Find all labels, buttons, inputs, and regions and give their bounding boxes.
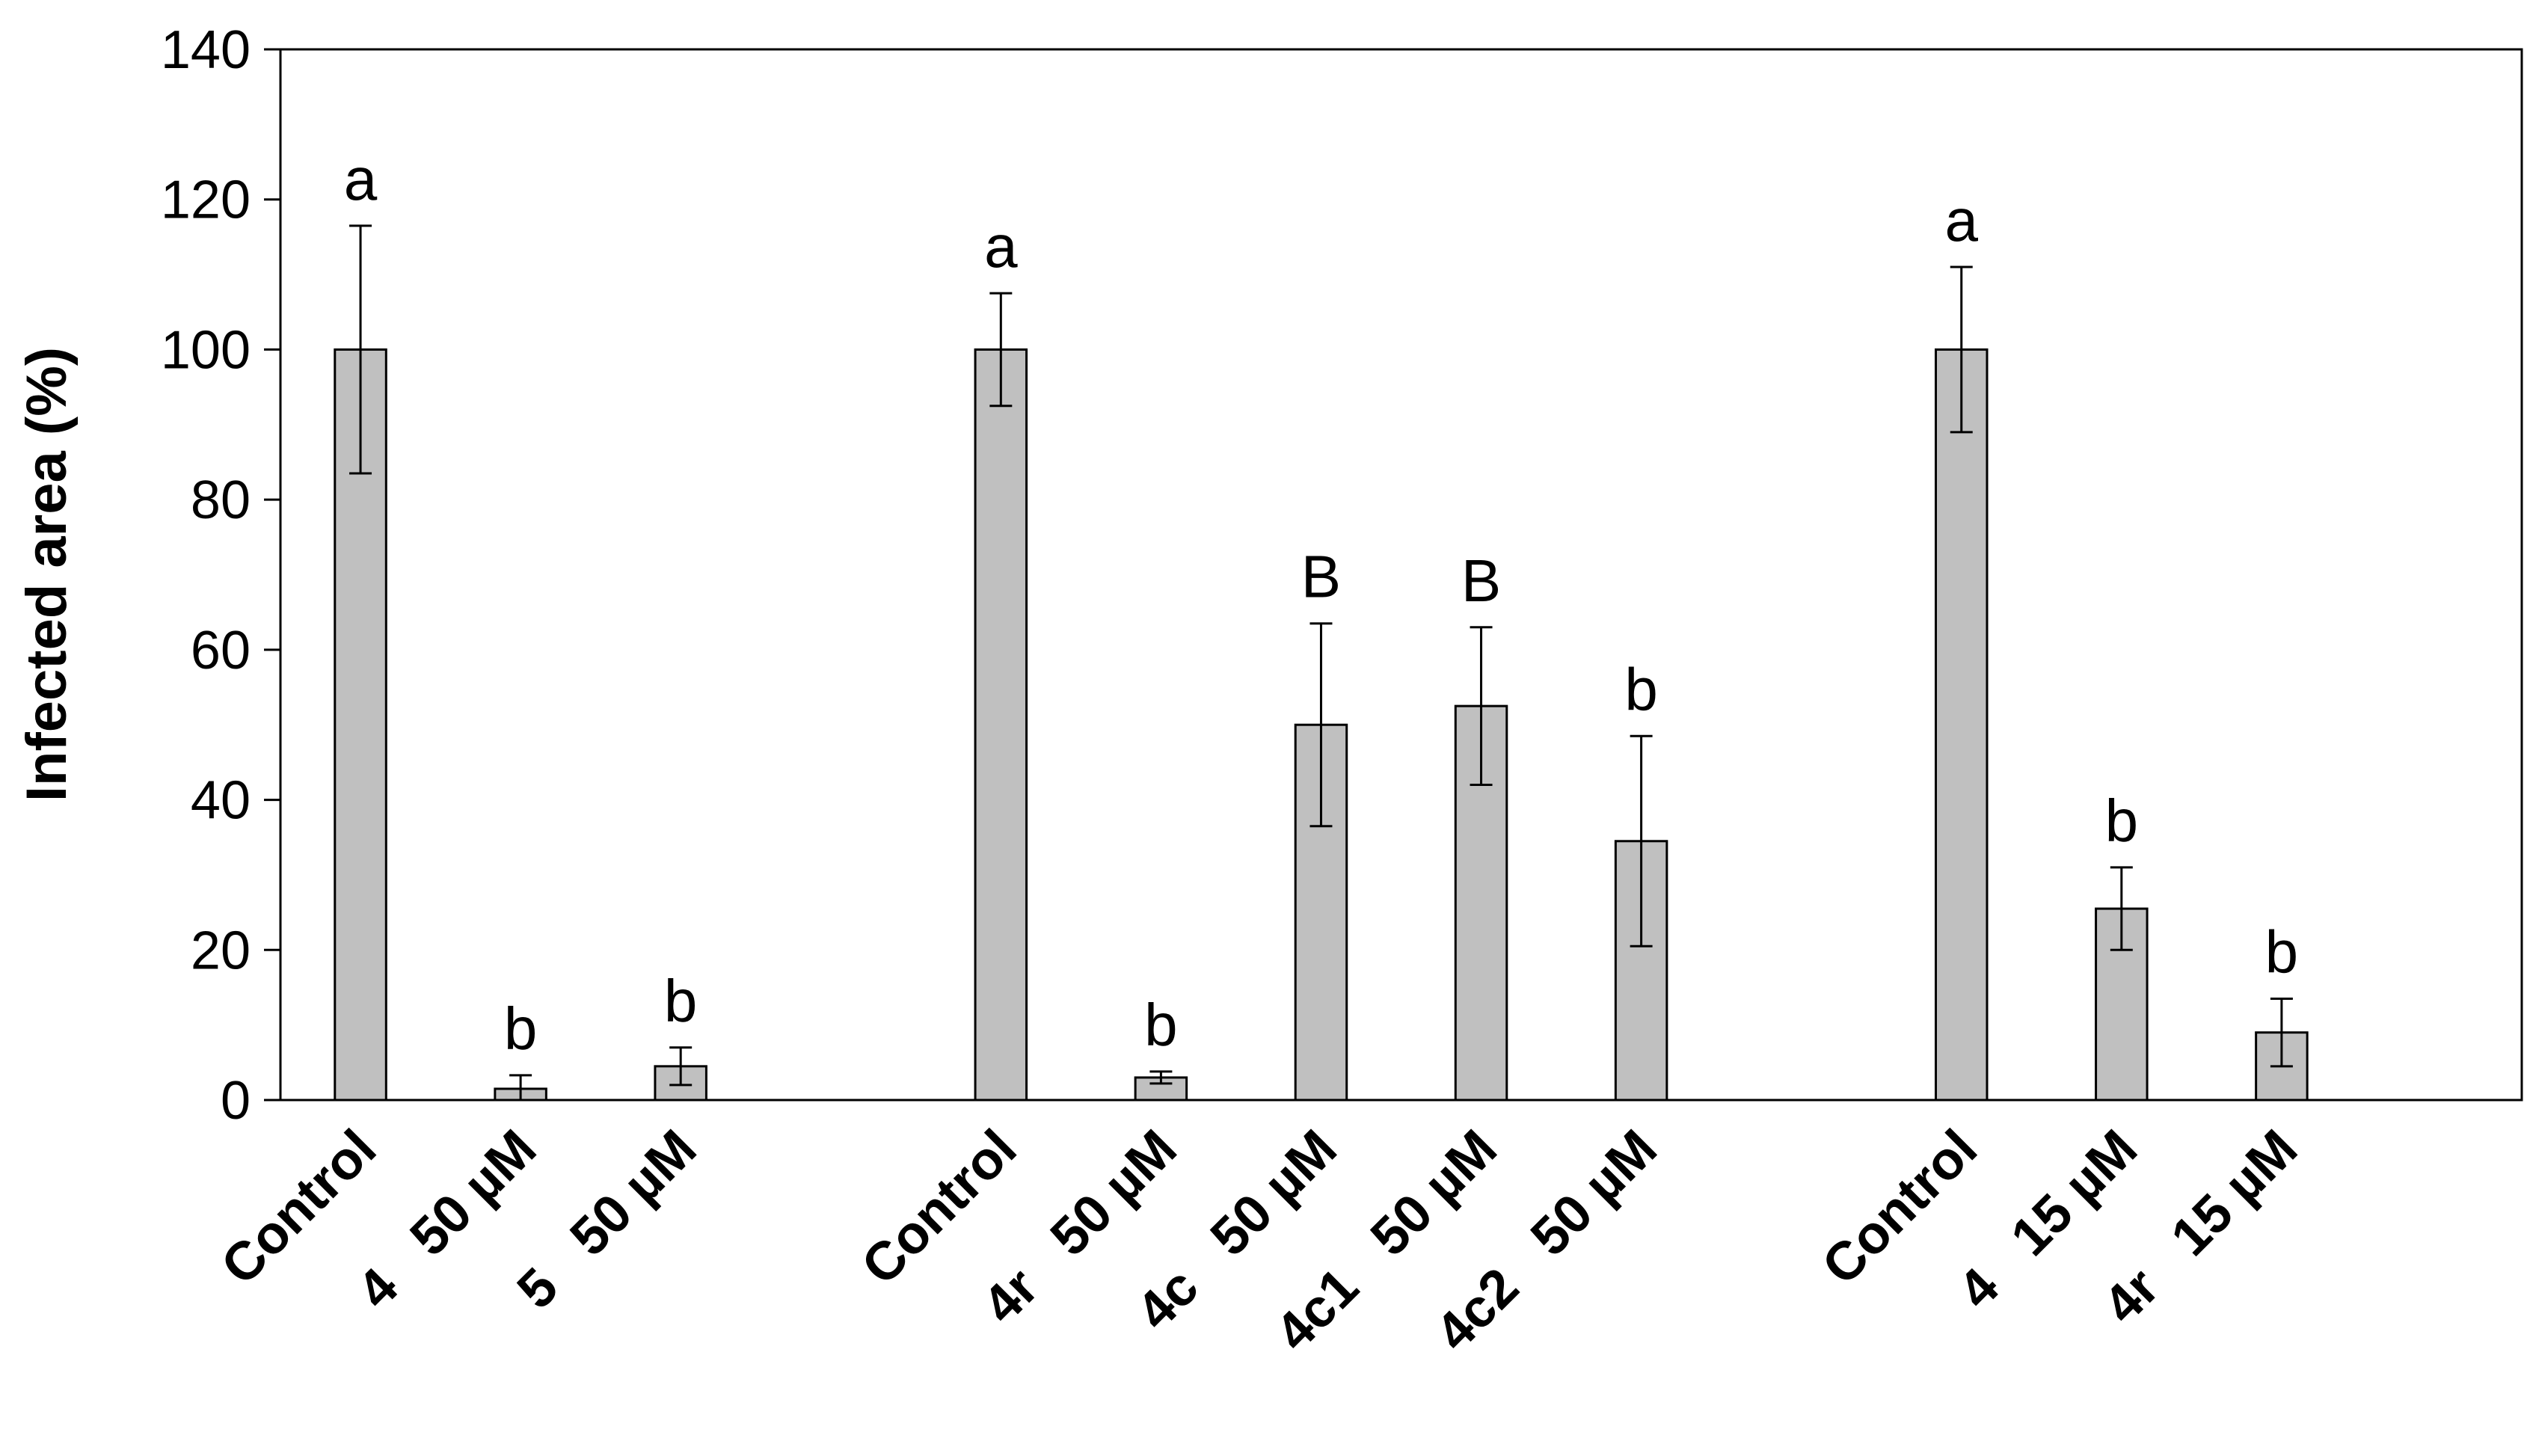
significance-label: b xyxy=(664,968,698,1034)
significance-labels: a b b a b B Bb a b b xyxy=(344,146,2298,1062)
significance-label: b xyxy=(2265,919,2299,986)
significance-label: b xyxy=(2105,787,2139,854)
y-tick-label: 80 xyxy=(191,470,251,530)
significance-label: a xyxy=(344,146,378,212)
bar xyxy=(1454,704,1508,1102)
significance-label: b xyxy=(1624,656,1658,722)
y-axis-title: Infected area (%) xyxy=(15,347,79,802)
y-tick-label: 60 xyxy=(191,621,251,681)
y-tick-label: 120 xyxy=(161,171,251,230)
significance-label: B xyxy=(1301,544,1341,610)
significance-label: b xyxy=(1144,992,1178,1058)
y-tick-label: 140 xyxy=(161,20,251,80)
y-tick-label: 40 xyxy=(191,771,251,831)
bar xyxy=(974,348,1028,1102)
y-tick-label: 0 xyxy=(221,1071,251,1131)
category-label: 5 50 µM xyxy=(506,1119,708,1321)
y-axis-ticks: 0 20 40 60 80 100 120 140 xyxy=(161,20,280,1131)
y-tick-label: 20 xyxy=(191,921,251,980)
significance-label: B xyxy=(1461,547,1501,614)
significance-label: a xyxy=(1945,187,1979,254)
y-tick-label: 100 xyxy=(161,320,251,380)
bars xyxy=(334,348,2309,1102)
error-bars xyxy=(349,224,2293,1102)
significance-label: b xyxy=(504,995,538,1062)
bar xyxy=(1934,348,1989,1102)
significance-label: a xyxy=(984,213,1018,280)
plot-area-frame xyxy=(279,48,2523,1102)
